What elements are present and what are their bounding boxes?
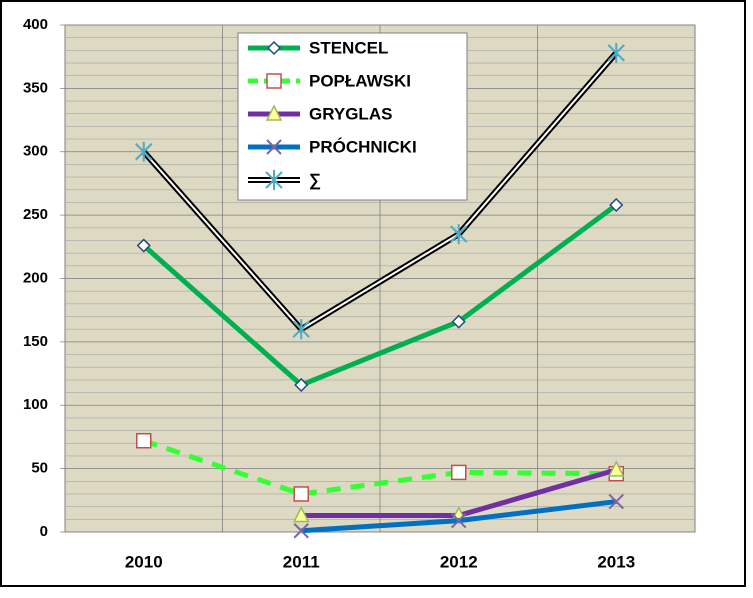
legend-label: PRÓCHNICKI [309,137,417,156]
marker [293,523,309,539]
marker [265,104,283,121]
series-line [142,202,618,388]
x-tick-label: 2012 [440,552,478,571]
legend-label: POPŁAWSKI [309,71,411,90]
marker [293,505,310,523]
marker [451,512,467,529]
marker [266,139,282,155]
series-line [142,438,617,497]
marker [136,238,151,253]
y-tick-label: 150 [23,333,48,350]
marker [266,73,282,89]
y-tick-label: 0 [40,523,48,540]
marker [135,141,153,162]
marker [266,40,282,56]
marker [609,197,624,213]
marker [451,314,466,329]
marker [451,464,467,481]
legend-label: STENCEL [309,38,388,57]
marker [292,319,310,340]
y-tick-label: 100 [23,396,48,413]
marker [608,493,624,510]
y-tick-label: 350 [23,79,48,96]
marker [607,42,625,63]
x-tick-label: 2010 [125,552,163,571]
y-tick-label: 50 [31,460,48,477]
marker [136,432,152,449]
x-tick-label: 2011 [283,552,320,571]
marker [294,377,309,393]
x-tick-label: 2013 [597,552,635,571]
y-tick-label: 400 [23,16,48,33]
legend-label: ∑ [309,170,321,189]
y-tick-label: 300 [23,143,48,160]
series-line [143,52,618,331]
marker [293,486,309,502]
y-tick-label: 250 [23,206,48,223]
marker [265,170,283,190]
marker [608,460,625,477]
y-tick-label: 200 [23,269,48,286]
marker [450,224,468,245]
legend-label: GRYGLAS [309,104,392,123]
